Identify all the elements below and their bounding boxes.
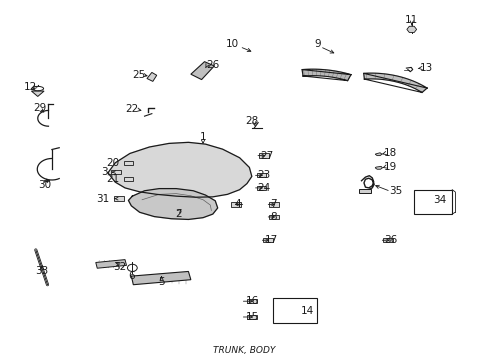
Text: 1: 1 [199,132,206,142]
Polygon shape [131,271,190,285]
Text: 8: 8 [270,212,276,222]
Text: 10: 10 [225,39,238,49]
Polygon shape [147,72,157,81]
Polygon shape [31,91,44,96]
Text: 36: 36 [384,235,397,245]
Text: 21: 21 [106,174,119,184]
Text: TRUNK, BODY: TRUNK, BODY [213,346,275,355]
Polygon shape [190,62,214,80]
Polygon shape [302,69,350,81]
FancyBboxPatch shape [246,315,256,319]
Text: 23: 23 [257,170,270,180]
Text: 30: 30 [38,180,51,190]
FancyBboxPatch shape [268,215,278,219]
Polygon shape [108,142,251,197]
Text: 9: 9 [314,39,320,49]
Polygon shape [363,73,426,93]
FancyBboxPatch shape [256,173,266,177]
FancyBboxPatch shape [263,238,272,242]
Text: 6: 6 [128,271,134,281]
Polygon shape [128,189,217,220]
FancyBboxPatch shape [413,190,451,214]
Text: 3: 3 [101,167,108,177]
Text: 29: 29 [33,103,46,113]
Text: 31: 31 [96,194,109,204]
FancyBboxPatch shape [268,202,278,207]
FancyBboxPatch shape [383,238,392,242]
Text: 5: 5 [158,277,164,287]
FancyBboxPatch shape [272,298,316,323]
FancyBboxPatch shape [246,299,256,303]
Text: 12: 12 [23,82,37,92]
Text: 16: 16 [245,296,258,306]
Text: 20: 20 [106,158,119,168]
Text: 35: 35 [388,186,402,197]
Polygon shape [374,153,381,156]
Polygon shape [96,260,126,268]
Text: 4: 4 [233,199,240,210]
Text: 34: 34 [432,195,445,205]
Text: 7: 7 [270,199,276,210]
Text: 32: 32 [113,262,126,272]
Text: 19: 19 [384,162,397,172]
Text: 26: 26 [206,60,219,70]
Text: 33: 33 [36,266,49,276]
Text: 14: 14 [301,306,314,316]
Text: 24: 24 [257,183,270,193]
Circle shape [127,264,137,271]
Text: 15: 15 [245,312,258,322]
FancyBboxPatch shape [114,197,123,201]
FancyBboxPatch shape [123,177,133,181]
Text: 11: 11 [404,15,418,25]
FancyBboxPatch shape [111,170,121,174]
Ellipse shape [32,86,43,91]
Text: 28: 28 [244,116,258,126]
Text: 22: 22 [125,104,139,114]
Text: 18: 18 [384,148,397,158]
Polygon shape [406,26,416,32]
Text: 27: 27 [260,150,273,161]
Text: 25: 25 [132,70,145,80]
FancyBboxPatch shape [256,186,266,190]
FancyBboxPatch shape [123,161,133,165]
Text: 2: 2 [175,209,182,219]
Bar [358,189,370,193]
Text: 13: 13 [419,63,432,73]
Polygon shape [374,166,382,169]
Text: 17: 17 [264,235,277,245]
FancyBboxPatch shape [259,153,268,158]
FancyBboxPatch shape [231,202,241,207]
